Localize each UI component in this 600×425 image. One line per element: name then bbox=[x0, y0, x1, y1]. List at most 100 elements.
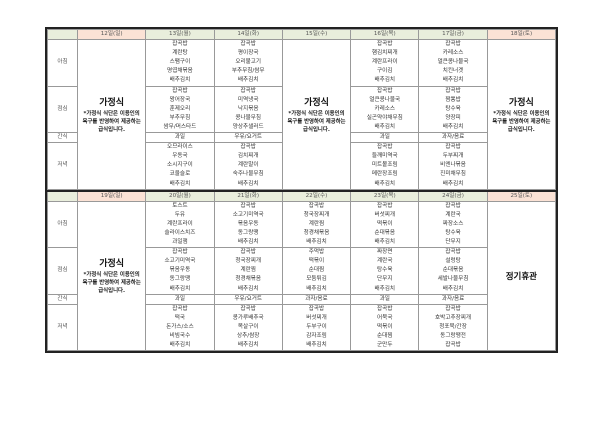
menu-item: 배추김치 bbox=[145, 179, 215, 190]
menu-item: 동그랑땡 bbox=[213, 228, 283, 239]
menu-item: 배추김치 bbox=[418, 179, 488, 190]
menu-item: 계란탕 bbox=[145, 49, 215, 59]
menu-item: 잡곡밥 bbox=[213, 200, 283, 211]
menu-row: 명엽채볶음 부추무침/쌈무 구이김 치킨너겟 bbox=[48, 67, 556, 77]
menu-item: 잡곡밥 bbox=[145, 39, 215, 50]
menu-item: 세발나물무침 bbox=[418, 275, 488, 285]
menu-row: 소고기미역국 청국장찌개 떡볶이 계란국 설렁탕 bbox=[48, 257, 556, 267]
menu-item: 짜장면 bbox=[350, 247, 420, 258]
menu-item: 카레소스 bbox=[418, 49, 488, 59]
menu-item: 떡볶이 bbox=[350, 219, 420, 229]
menu-item: 부추무침/쌈무 bbox=[213, 67, 283, 77]
row-label-lunch: 점심 bbox=[47, 247, 78, 295]
menu-item: 쌈무/머스타드 bbox=[145, 122, 215, 134]
menu-item: 잡곡밥 bbox=[350, 85, 420, 96]
homestyle-note: *가정식 식단은 이용인의 욕구를 반영하여 제공하는 급식입니다. bbox=[492, 110, 551, 133]
menu-item: 배추김치 bbox=[350, 179, 420, 190]
snack-item: 과일 bbox=[350, 293, 420, 305]
menu-item: 배추김치 bbox=[145, 341, 215, 352]
menu-item: 상추/쌈장 bbox=[213, 332, 283, 342]
menu-row: 아침 가정식 *가정식 식단은 이용인의 욕구를 반영하여 제공하는 급식입니다. 토… bbox=[47, 200, 557, 352]
menu-item: 짬뽕밥 bbox=[418, 95, 488, 105]
header-row: 19일(일) 20일(월) 21일(화) 22일(수) 23일(목) 24일(금) 25일(… bbox=[47, 190, 557, 202]
menu-item: 배추김치 bbox=[350, 284, 420, 295]
menu-item: 순대볶음 bbox=[350, 228, 420, 239]
menu-item: 배추김치 bbox=[213, 284, 283, 295]
snack-item: 과일 bbox=[145, 293, 215, 305]
menu-item: 순대볶음 bbox=[418, 266, 488, 276]
menu-item: 콩나물무침 bbox=[213, 113, 283, 123]
menu-row: 훈제오리 낙지볶음 카레소스 탕수육 bbox=[48, 104, 556, 114]
homestyle-title: 가정식 bbox=[99, 259, 125, 270]
menu-row: 점심 잡곡밥 잡곡밥 잡곡밥 잡곡밥 bbox=[47, 85, 556, 134]
menu-item: 순대찜 bbox=[281, 266, 352, 276]
homestyle-title: 가정식 bbox=[304, 97, 329, 108]
menu-item: 비엔나볶음 bbox=[418, 161, 488, 171]
menu-row: 볶음우동 계란찜 순대찜 탕수육 순대볶음 bbox=[48, 266, 556, 276]
row-label-snack: 간식 bbox=[47, 293, 78, 305]
menu-row: 왕어장국 미역냉국 얼큰콩나물국 짬뽕밥 bbox=[48, 95, 556, 105]
menu-row: 슬라이스치즈 동그랑땡 청경채볶음 순대볶음 탕수육 bbox=[48, 228, 556, 239]
snack-item: 과일 bbox=[350, 132, 420, 144]
menu-item: 계란국 bbox=[418, 210, 488, 220]
snack-item: 과자/음료 bbox=[418, 132, 488, 144]
menu-item: 두유 bbox=[145, 210, 215, 220]
menu-row: 떡국 콩가루배추국 버섯찌개 어묵국 호박고추장찌개 bbox=[48, 313, 556, 323]
meal-menu-table: 12일(일) 13일(월) 14일(화) 15일(수) 16일(목) 17일(금) 18일(… bbox=[45, 27, 558, 354]
menu-item: 미트볼조림 bbox=[350, 161, 420, 171]
menu-item: 잡곡밥 bbox=[213, 142, 283, 153]
snack-item: 과자/음료 bbox=[418, 293, 488, 305]
menu-item: 코울슬로 bbox=[145, 170, 215, 180]
menu-item: 배추김치 bbox=[418, 76, 488, 87]
menu-row: 간식 과일 우유/요거트 과자/음료 과일 과자/음료 bbox=[47, 293, 556, 305]
menu-item: 볶음우동 bbox=[213, 219, 283, 229]
row-label-dinner: 저녁 bbox=[47, 303, 78, 352]
menu-row: 동그랑땡 청경채볶음 모둠튀김 단무지 세발나물무침 bbox=[48, 275, 556, 285]
row-label-lunch: 점심 bbox=[47, 85, 78, 134]
menu-item: 동그랑땡전 bbox=[418, 332, 488, 342]
homestyle-note: *가정식 식단은 이용인의 욕구를 반영하여 제공하는 급식입니다. bbox=[82, 272, 141, 295]
menu-item: 소고기미역국 bbox=[145, 257, 215, 267]
menu-item: 잡곡밥 bbox=[145, 247, 215, 258]
menu-item: 배추김치 bbox=[418, 284, 488, 295]
menu-item: 잡곡밥 bbox=[418, 247, 488, 258]
menu-item: 우동국 bbox=[145, 152, 215, 162]
menu-item: 잡곡밥 bbox=[418, 39, 488, 50]
menu-item: 청경채볶음 bbox=[281, 228, 352, 239]
menu-row: 간식 과일 우유/요거트 과일 과자/음료 bbox=[47, 132, 556, 144]
menu-item: 볶음우동 bbox=[145, 266, 215, 276]
homestyle-block: 가정식 *가정식 식단은 이용인의 욕구를 반영하여 제공하는 급식입니다. bbox=[76, 39, 147, 190]
menu-row: 계란탕 평이장국 햄김치찌개 카레소스 bbox=[48, 49, 556, 59]
menu-item: 얼큰콩나물국 bbox=[418, 58, 488, 68]
menu-item: 양장피 bbox=[418, 113, 488, 123]
menu-item: 카레소스 bbox=[350, 104, 420, 114]
homestyle-block: 가정식 *가정식 식단은 이용인의 욕구를 반영하여 제공하는 급식입니다. bbox=[486, 39, 557, 190]
menu-item: 훈제오리 bbox=[145, 104, 215, 114]
menu-row: 배추김치 배추김치 배추김치 배추김치 bbox=[48, 179, 556, 190]
menu-item: 배추김치 bbox=[281, 238, 352, 249]
menu-item: 어묵국 bbox=[350, 313, 420, 323]
closed-label: 정기휴관 bbox=[505, 271, 537, 282]
homestyle-title: 가정식 bbox=[508, 97, 534, 108]
menu-item: 오리불고기 bbox=[213, 58, 283, 68]
menu-item: 평이장국 bbox=[213, 49, 283, 59]
menu-item: 탕수육 bbox=[418, 228, 488, 239]
row-label-dinner: 저녁 bbox=[47, 142, 78, 190]
menu-item: 배추김치 bbox=[350, 238, 420, 249]
menu-item: 배추김치 bbox=[418, 122, 488, 134]
menu-item: 토스트 bbox=[145, 200, 215, 211]
snack-item: 우유/요거트 bbox=[213, 132, 283, 144]
menu-item: 잡곡밥 bbox=[281, 200, 352, 211]
homestyle-title: 가정식 bbox=[99, 97, 125, 108]
menu-item: 스팸구이 bbox=[145, 58, 215, 68]
row-label-snack: 간식 bbox=[47, 132, 78, 144]
menu-item: 잡곡밥 bbox=[213, 303, 283, 314]
menu-item: 과일잼 bbox=[145, 238, 215, 249]
homestyle-block: 가정식 *가정식 식단은 이용인의 욕구를 반영하여 제공하는 급식입니다. bbox=[76, 200, 147, 352]
day-header: 16일(목) bbox=[350, 28, 420, 41]
day-header: 19일(일) bbox=[76, 190, 147, 202]
corner-cell bbox=[47, 190, 78, 202]
menu-item: 잡곡밥 bbox=[145, 85, 215, 96]
menu-item: 숙주나물무침 bbox=[213, 170, 283, 180]
menu-item: 김치찌개 bbox=[213, 152, 283, 162]
